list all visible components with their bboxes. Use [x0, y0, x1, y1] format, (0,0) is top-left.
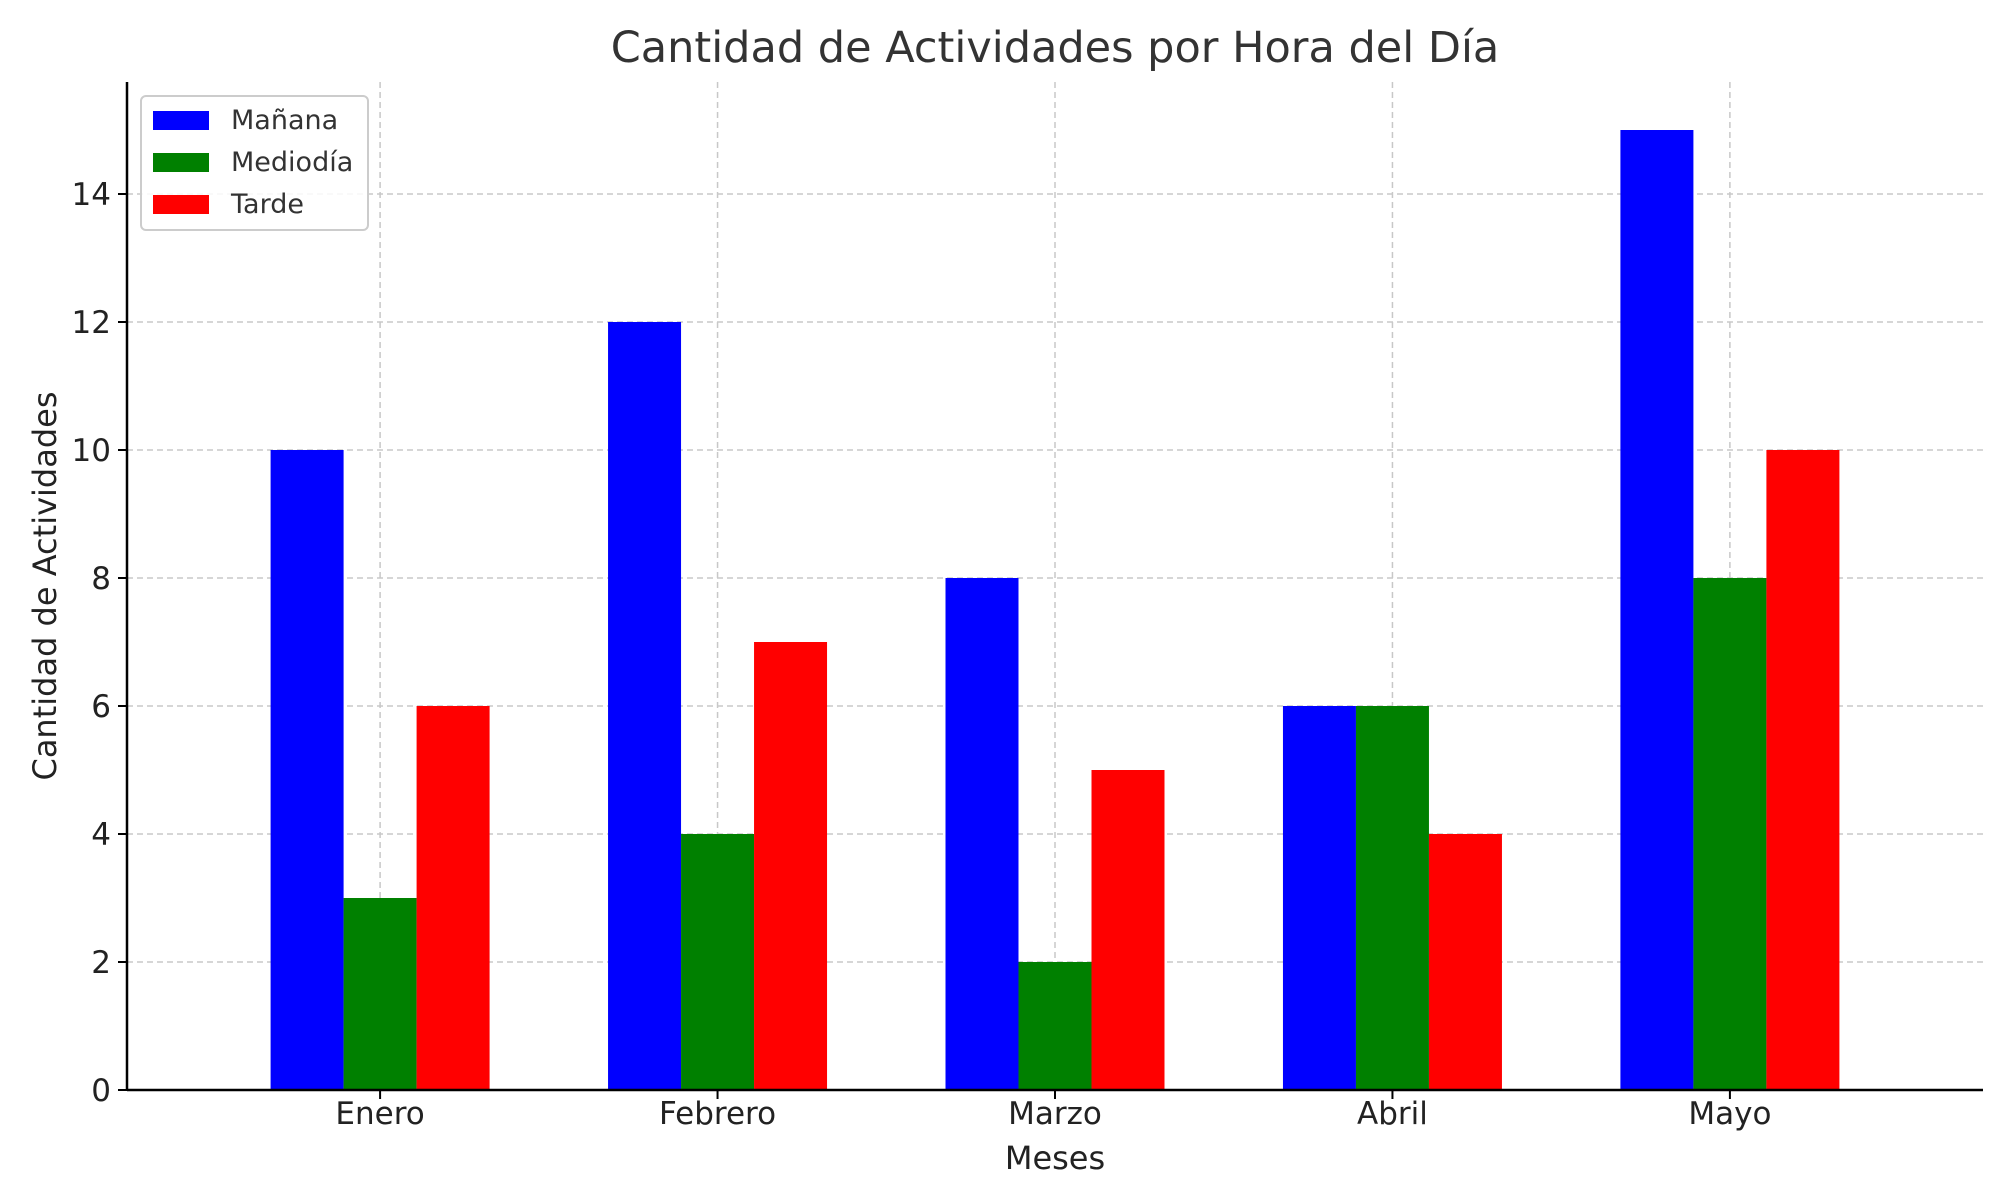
legend-swatch-mañana: [153, 111, 209, 130]
legend-swatch-mediodía: [153, 153, 209, 172]
bar-mediodía-marzo: [1018, 962, 1092, 1090]
x-tick-label-marzo: Marzo: [1008, 1096, 1102, 1132]
bar-tarde-abril: [1428, 834, 1502, 1090]
y-ticks: 0 2 4 6 8 10 12 14: [72, 177, 127, 1109]
bar-mañana-enero: [270, 450, 344, 1090]
legend: Mañana Mediodía Tarde: [140, 95, 369, 231]
legend-label-tarde: Tarde: [230, 189, 304, 220]
x-tick-label-febrero: Febrero: [659, 1096, 776, 1132]
bar-mañana-abril: [1282, 706, 1356, 1090]
y-tick-label-0: 0: [91, 1073, 111, 1109]
x-axis-label: Meses: [1005, 1139, 1105, 1177]
y-tick-label-10: 10: [72, 433, 111, 469]
bar-mañana-mayo: [1620, 130, 1694, 1090]
y-tick-label-4: 4: [91, 817, 111, 853]
x-tick-label-mayo: Mayo: [1688, 1096, 1771, 1132]
legend-swatch-tarde: [153, 195, 209, 214]
bar-tarde-marzo: [1091, 770, 1165, 1090]
bar-mediodía-febrero: [681, 834, 755, 1090]
legend-label-mañana: Mañana: [231, 105, 338, 136]
bar-mediodía-mayo: [1693, 578, 1767, 1090]
bar-mediodía-abril: [1355, 706, 1429, 1090]
y-tick-label-14: 14: [72, 177, 111, 213]
y-tick-label-6: 6: [91, 689, 111, 725]
bar-tarde-febrero: [754, 642, 828, 1090]
bar-tarde-mayo: [1766, 450, 1840, 1090]
bar-mediodía-enero: [343, 898, 417, 1090]
y-axis-label: Cantidad de Actividades: [26, 391, 64, 780]
bar-mañana-febrero: [608, 322, 682, 1090]
y-tick-label-2: 2: [91, 945, 111, 981]
y-tick-label-12: 12: [72, 305, 111, 341]
x-tick-label-enero: Enero: [335, 1096, 424, 1132]
x-tick-label-abril: Abril: [1357, 1096, 1428, 1132]
legend-label-mediodía: Mediodía: [231, 147, 353, 178]
chart-title: Cantidad de Actividades por Hora del Día: [611, 23, 1500, 73]
bar-mañana-marzo: [945, 578, 1019, 1090]
y-tick-label-8: 8: [91, 561, 111, 597]
x-ticks: Enero Febrero Marzo Abril Mayo: [335, 1090, 1771, 1132]
bar-tarde-enero: [416, 706, 490, 1090]
bars: [270, 130, 1840, 1090]
